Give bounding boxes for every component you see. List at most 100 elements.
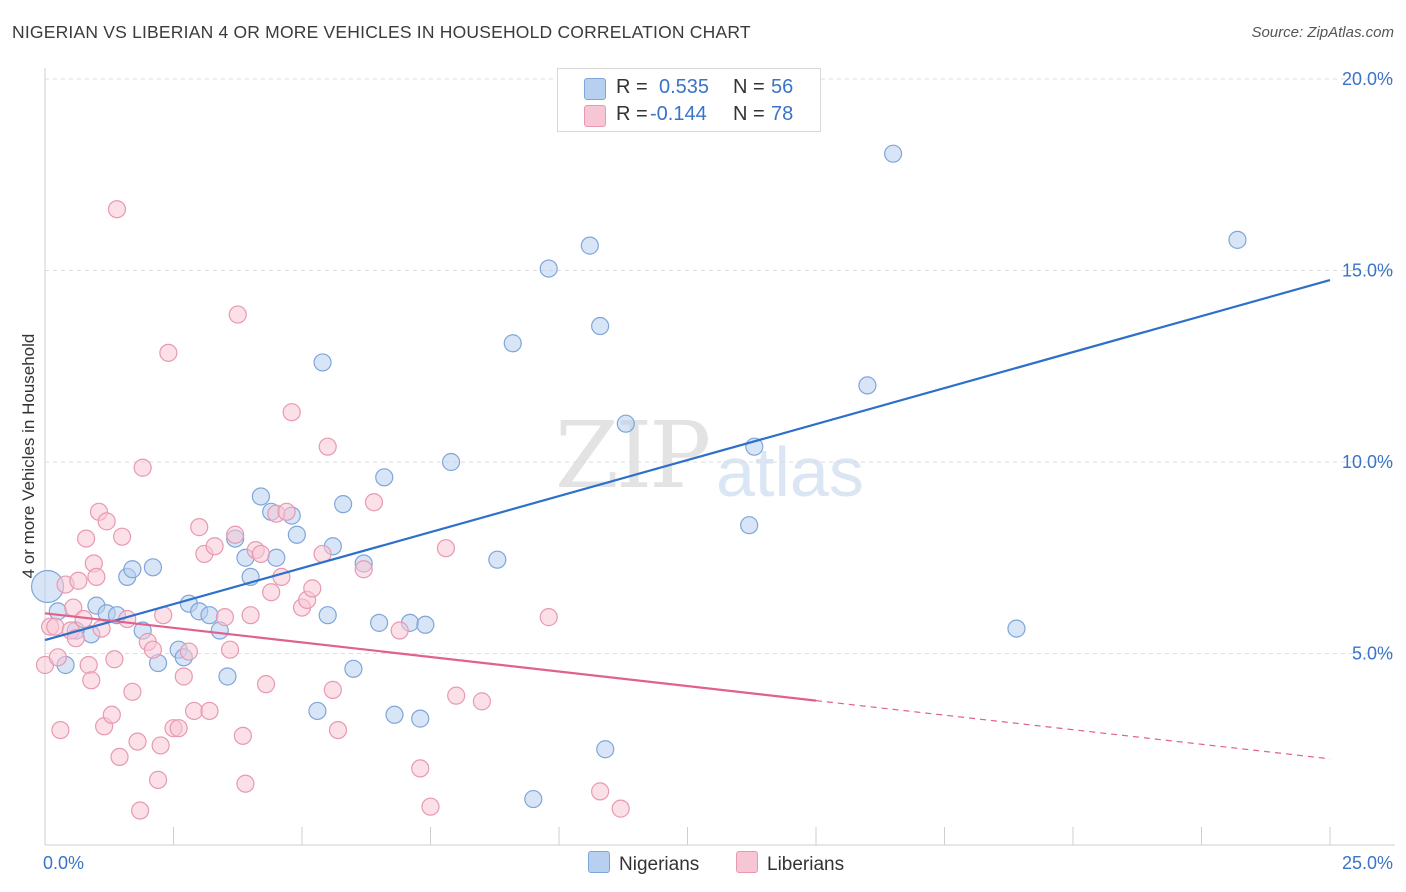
nigerian-point <box>344 659 363 678</box>
liberian-point <box>226 525 245 544</box>
liberian-point <box>323 680 342 699</box>
nigerian-point <box>441 452 461 472</box>
nigerian-point <box>524 789 543 809</box>
nigerian-point <box>1007 619 1026 638</box>
liberians-points <box>35 200 630 820</box>
liberian-point <box>159 343 178 362</box>
liberian-point <box>133 458 152 477</box>
liberian-point <box>236 774 255 793</box>
nigerian-point <box>411 709 430 728</box>
nigerian-point <box>1228 230 1247 249</box>
nigerian-point <box>416 615 435 634</box>
liberian-point <box>303 579 322 598</box>
liberian-point <box>256 675 276 694</box>
y-tick-label: 15.0% <box>1342 261 1393 281</box>
chart-title: NIGERIAN VS LIBERIAN 4 OR MORE VEHICLES … <box>12 22 751 42</box>
liberian-point <box>272 567 291 587</box>
liberians-legend-label: Liberians <box>767 854 845 875</box>
liberian-point <box>123 682 142 701</box>
nigerians-legend-swatch <box>588 851 610 873</box>
legend-nigerians[interactable]: Nigerians <box>588 851 699 876</box>
y-tick-label: 10.0% <box>1342 452 1393 472</box>
nigerian-point <box>334 495 353 514</box>
r-label: R = <box>616 76 648 98</box>
liberian-point <box>102 705 121 724</box>
liberian-point <box>97 512 116 531</box>
liberian-point <box>411 759 430 778</box>
legend-liberians[interactable]: Liberians <box>736 851 844 876</box>
nigerian-point <box>503 334 522 353</box>
liberian-point <box>447 686 466 705</box>
liberian-point <box>87 567 106 587</box>
liberian-point <box>277 502 296 521</box>
n-label: N = <box>733 76 765 98</box>
nigerian-point <box>591 316 610 336</box>
liberian-point <box>130 801 150 820</box>
nigerians-swatch <box>584 78 606 100</box>
correlation-legend: R = 0.535 N = 56 R = -0.144 N = 78 <box>557 68 821 132</box>
r-value: 0.535 <box>659 76 710 98</box>
nigerian-point <box>883 144 903 163</box>
liberian-point <box>262 583 281 602</box>
liberian-point <box>151 736 170 755</box>
x-tick-label: 25.0% <box>1342 853 1393 873</box>
r-label: R = <box>616 103 648 125</box>
nigerian-point <box>858 376 877 395</box>
nigerian-point <box>740 516 759 535</box>
nigerians-legend-label: Nigerians <box>619 854 700 875</box>
liberian-point <box>105 650 124 669</box>
liberian-point <box>354 560 373 579</box>
nigerian-point <box>375 468 394 487</box>
liberian-point <box>77 529 96 548</box>
liberian-point <box>112 527 132 546</box>
liberian-point <box>241 606 260 625</box>
r-value: -0.144 <box>650 103 707 125</box>
trend-lines <box>44 279 1331 760</box>
liberian-point <box>128 732 147 751</box>
tick-labels: 5.0% 10.0% 15.0% 20.0% 0.0% 25.0% <box>43 69 1393 873</box>
liberians-trend-line <box>44 612 817 702</box>
liberian-point <box>421 797 440 816</box>
nigerian-point <box>385 705 404 724</box>
liberian-point <box>66 629 85 648</box>
liberian-point <box>174 667 193 686</box>
nigerian-point <box>616 414 635 433</box>
liberian-point <box>436 539 456 558</box>
liberian-point <box>184 701 204 721</box>
liberian-point <box>328 720 348 740</box>
grid-layer <box>45 78 1395 654</box>
liberian-point <box>205 537 224 556</box>
nigerian-point <box>596 740 615 759</box>
liberian-point <box>591 782 610 801</box>
liberian-point <box>107 200 127 219</box>
source-label: Source: ZipAtlas.com <box>1251 24 1394 41</box>
x-tick-label: 0.0% <box>43 853 84 873</box>
liberians-trend-line-extension <box>815 700 1331 760</box>
liberian-point <box>69 571 88 590</box>
y-axis-title: 4 or more Vehicles in Household <box>19 333 38 579</box>
liberian-point <box>611 799 630 818</box>
nigerian-point <box>488 550 507 569</box>
nigerian-point <box>539 259 558 278</box>
y-tick-label: 20.0% <box>1342 69 1393 89</box>
liberian-point <box>364 493 384 512</box>
liberian-point <box>79 655 98 675</box>
liberian-point <box>190 518 209 537</box>
liberian-point <box>390 621 409 640</box>
liberian-point <box>539 608 558 627</box>
liberian-point <box>148 770 168 789</box>
nigerian-point <box>267 548 286 567</box>
liberian-point <box>318 437 337 456</box>
liberians-swatch <box>584 105 606 127</box>
liberian-point <box>251 544 270 564</box>
nigerian-point <box>143 558 163 577</box>
n-value: 78 <box>771 103 794 125</box>
liberian-point <box>179 642 199 661</box>
liberian-point <box>282 403 301 422</box>
liberian-point <box>200 701 219 721</box>
liberian-point <box>169 719 188 738</box>
liberian-point <box>46 617 65 636</box>
nigerian-point <box>313 353 332 372</box>
nigerian-point <box>218 667 237 686</box>
